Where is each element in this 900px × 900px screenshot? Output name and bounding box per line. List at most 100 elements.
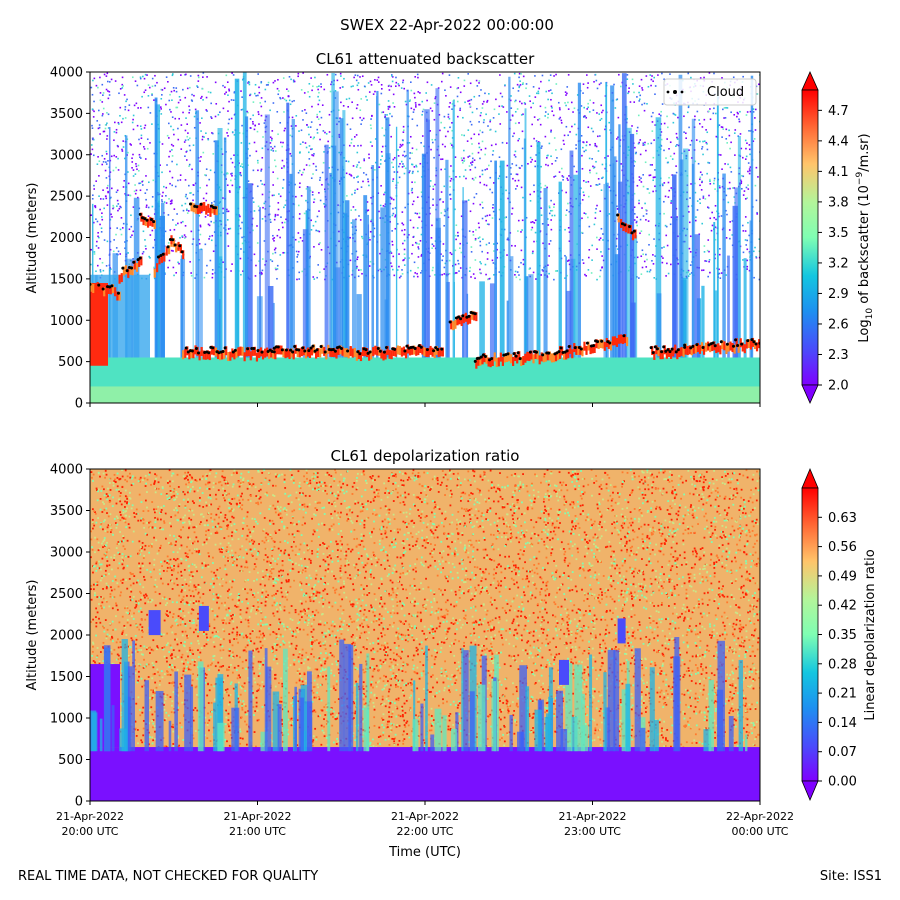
noise-pixel bbox=[224, 93, 226, 95]
depol-noise-pixel bbox=[713, 686, 715, 689]
depol-noise-pixel bbox=[352, 588, 355, 591]
cloud-base-point bbox=[346, 349, 350, 353]
noise-pixel bbox=[136, 84, 139, 87]
noise-pixel bbox=[741, 187, 743, 190]
cloud-base-point bbox=[382, 350, 386, 354]
noise-pixel bbox=[653, 139, 655, 141]
noise-pixel bbox=[98, 124, 101, 126]
backscatter-streak bbox=[573, 174, 578, 362]
noise-pixel bbox=[449, 180, 452, 182]
noise-pixel bbox=[518, 166, 520, 169]
cloud-layer-pixel bbox=[188, 350, 191, 360]
noise-pixel bbox=[102, 92, 105, 94]
noise-pixel bbox=[736, 111, 739, 114]
depol-noise-pixel bbox=[186, 545, 188, 548]
noise-pixel bbox=[362, 172, 365, 174]
noise-pixel bbox=[600, 189, 603, 191]
noise-pixel bbox=[616, 205, 618, 208]
noise-pixel bbox=[106, 135, 109, 137]
noise-pixel bbox=[179, 179, 182, 181]
cloud-base-point bbox=[514, 354, 518, 358]
noise-pixel bbox=[260, 179, 262, 182]
noise-pixel bbox=[411, 187, 414, 190]
depol-noise-pixel bbox=[730, 572, 733, 574]
noise-pixel bbox=[726, 107, 729, 109]
y-tick-label: 3500 bbox=[50, 107, 83, 122]
noise-pixel bbox=[317, 230, 319, 232]
noise-pixel bbox=[168, 259, 171, 262]
noise-pixel bbox=[490, 160, 492, 163]
depol-noise-pixel bbox=[401, 713, 404, 716]
noise-pixel bbox=[646, 270, 649, 273]
noise-pixel bbox=[586, 86, 589, 89]
noise-pixel bbox=[281, 159, 284, 162]
noise-pixel bbox=[98, 126, 101, 129]
cloud-layer-pixel bbox=[611, 336, 614, 346]
depol-noise-pixel bbox=[498, 532, 501, 535]
cloud-base-point bbox=[276, 345, 280, 349]
noise-pixel bbox=[192, 184, 195, 186]
noise-pixel bbox=[120, 233, 123, 236]
noise-pixel bbox=[231, 263, 233, 265]
noise-pixel bbox=[400, 160, 403, 163]
noise-pixel bbox=[596, 184, 599, 186]
noise-pixel bbox=[318, 110, 321, 113]
cloud-layer-pixel bbox=[437, 347, 440, 357]
backscatter-streak bbox=[452, 100, 455, 362]
noise-pixel bbox=[485, 219, 487, 222]
noise-pixel bbox=[350, 138, 353, 141]
noise-pixel bbox=[733, 187, 735, 189]
noise-pixel bbox=[675, 132, 678, 135]
noise-pixel bbox=[374, 169, 376, 171]
depol-noise-pixel bbox=[227, 723, 230, 726]
noise-pixel bbox=[240, 109, 243, 111]
noise-pixel bbox=[443, 224, 445, 227]
noise-pixel bbox=[226, 219, 229, 221]
noise-pixel bbox=[510, 107, 513, 109]
cloud-layer-pixel bbox=[186, 346, 189, 356]
noise-pixel bbox=[454, 234, 457, 237]
noise-pixel bbox=[713, 182, 715, 185]
noise-pixel bbox=[271, 137, 273, 140]
noise-pixel bbox=[241, 78, 244, 81]
depol-noise-pixel bbox=[193, 540, 196, 543]
noise-pixel bbox=[276, 177, 279, 180]
cloud-layer-pixel bbox=[627, 224, 630, 234]
noise-pixel bbox=[556, 157, 558, 159]
noise-pixel bbox=[212, 250, 215, 253]
noise-pixel bbox=[414, 212, 417, 214]
backscatter-streak bbox=[234, 78, 240, 362]
noise-pixel bbox=[134, 80, 137, 82]
noise-pixel bbox=[756, 211, 758, 214]
depol-noise-pixel bbox=[383, 674, 385, 677]
cloud-base-point bbox=[106, 285, 110, 289]
noise-pixel bbox=[147, 106, 150, 109]
noise-pixel bbox=[534, 160, 537, 163]
noise-pixel bbox=[454, 263, 457, 266]
depol-noise-pixel bbox=[570, 476, 573, 478]
cloud-base-point bbox=[459, 317, 463, 321]
noise-pixel bbox=[210, 239, 213, 242]
depol-noise-pixel bbox=[640, 583, 643, 585]
noise-pixel bbox=[537, 141, 540, 143]
depol-noise-pixel bbox=[344, 571, 347, 574]
noise-pixel bbox=[307, 91, 309, 93]
cloud-layer-pixel bbox=[292, 350, 295, 360]
backscatter-streak bbox=[342, 110, 346, 362]
depol-noise-pixel bbox=[732, 710, 735, 713]
cloud-base-point bbox=[620, 222, 624, 226]
depol-noise-pixel bbox=[396, 496, 399, 499]
noise-pixel bbox=[410, 189, 413, 192]
backscatter-streak bbox=[245, 116, 249, 362]
noise-pixel bbox=[308, 133, 310, 136]
cloud-layer-pixel bbox=[747, 339, 750, 349]
cloud-layer-pixel bbox=[376, 346, 379, 356]
noise-pixel bbox=[608, 213, 611, 215]
noise-pixel bbox=[633, 232, 636, 234]
noise-pixel bbox=[387, 106, 390, 108]
noise-pixel bbox=[226, 172, 228, 174]
noise-pixel bbox=[146, 147, 149, 150]
cloud-base-point bbox=[143, 217, 147, 221]
noise-pixel bbox=[201, 138, 204, 141]
noise-pixel bbox=[105, 75, 108, 77]
